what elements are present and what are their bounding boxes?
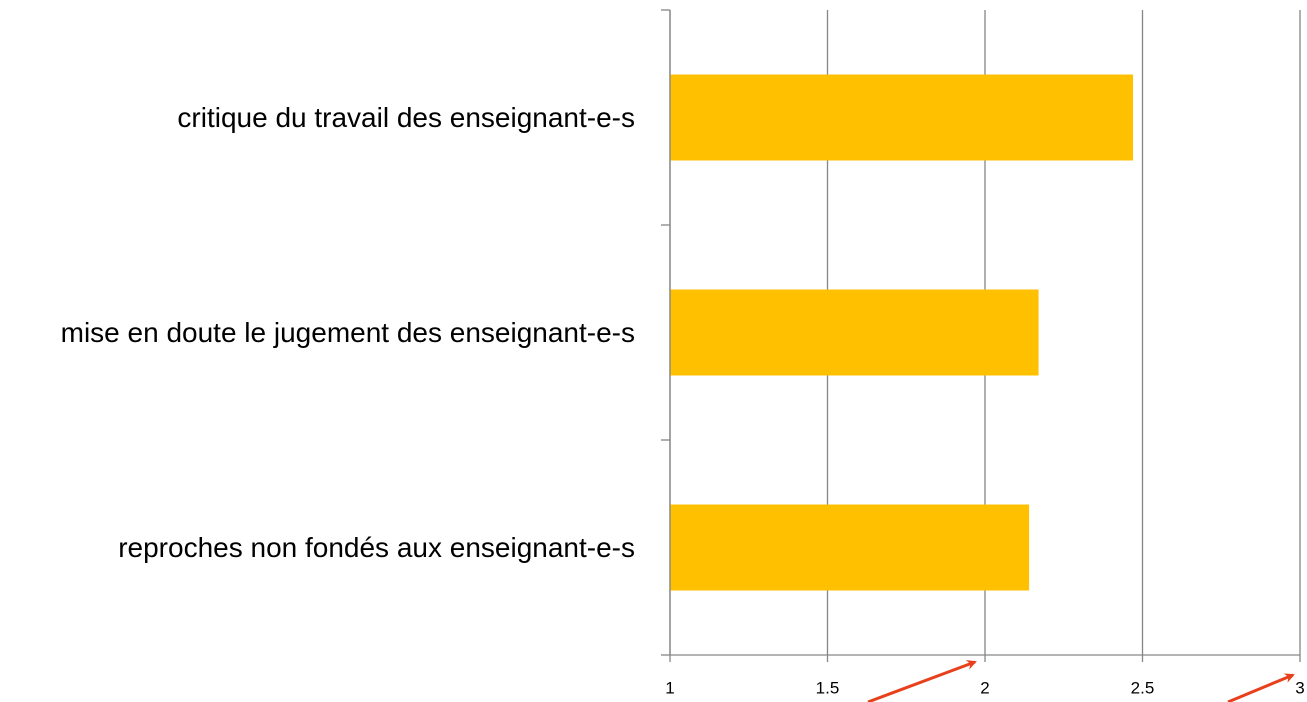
bars: [670, 74, 1134, 591]
bar: [670, 289, 1039, 376]
y-tick-label: critique du travail des enseignant-e-s: [177, 101, 635, 133]
y-tick-label: mise en doute le jugement des enseignant…: [60, 316, 635, 348]
x-tick-label: 1.5: [816, 678, 840, 697]
axes: 1 1.5 2 2.5 3: [661, 9, 1305, 697]
annotation-arrow: [1227, 673, 1295, 702]
x-tick-label: 3: [1295, 678, 1304, 697]
x-tick-label: 2.5: [1131, 678, 1155, 697]
x-tick-label: 2: [980, 678, 989, 697]
bar: [670, 74, 1134, 161]
y-tick-label: reproches non fondés aux enseignant-e-s: [118, 531, 635, 563]
x-tick-label: 1: [665, 678, 674, 697]
bar: [670, 504, 1030, 591]
annotation-arrow: [867, 660, 977, 702]
